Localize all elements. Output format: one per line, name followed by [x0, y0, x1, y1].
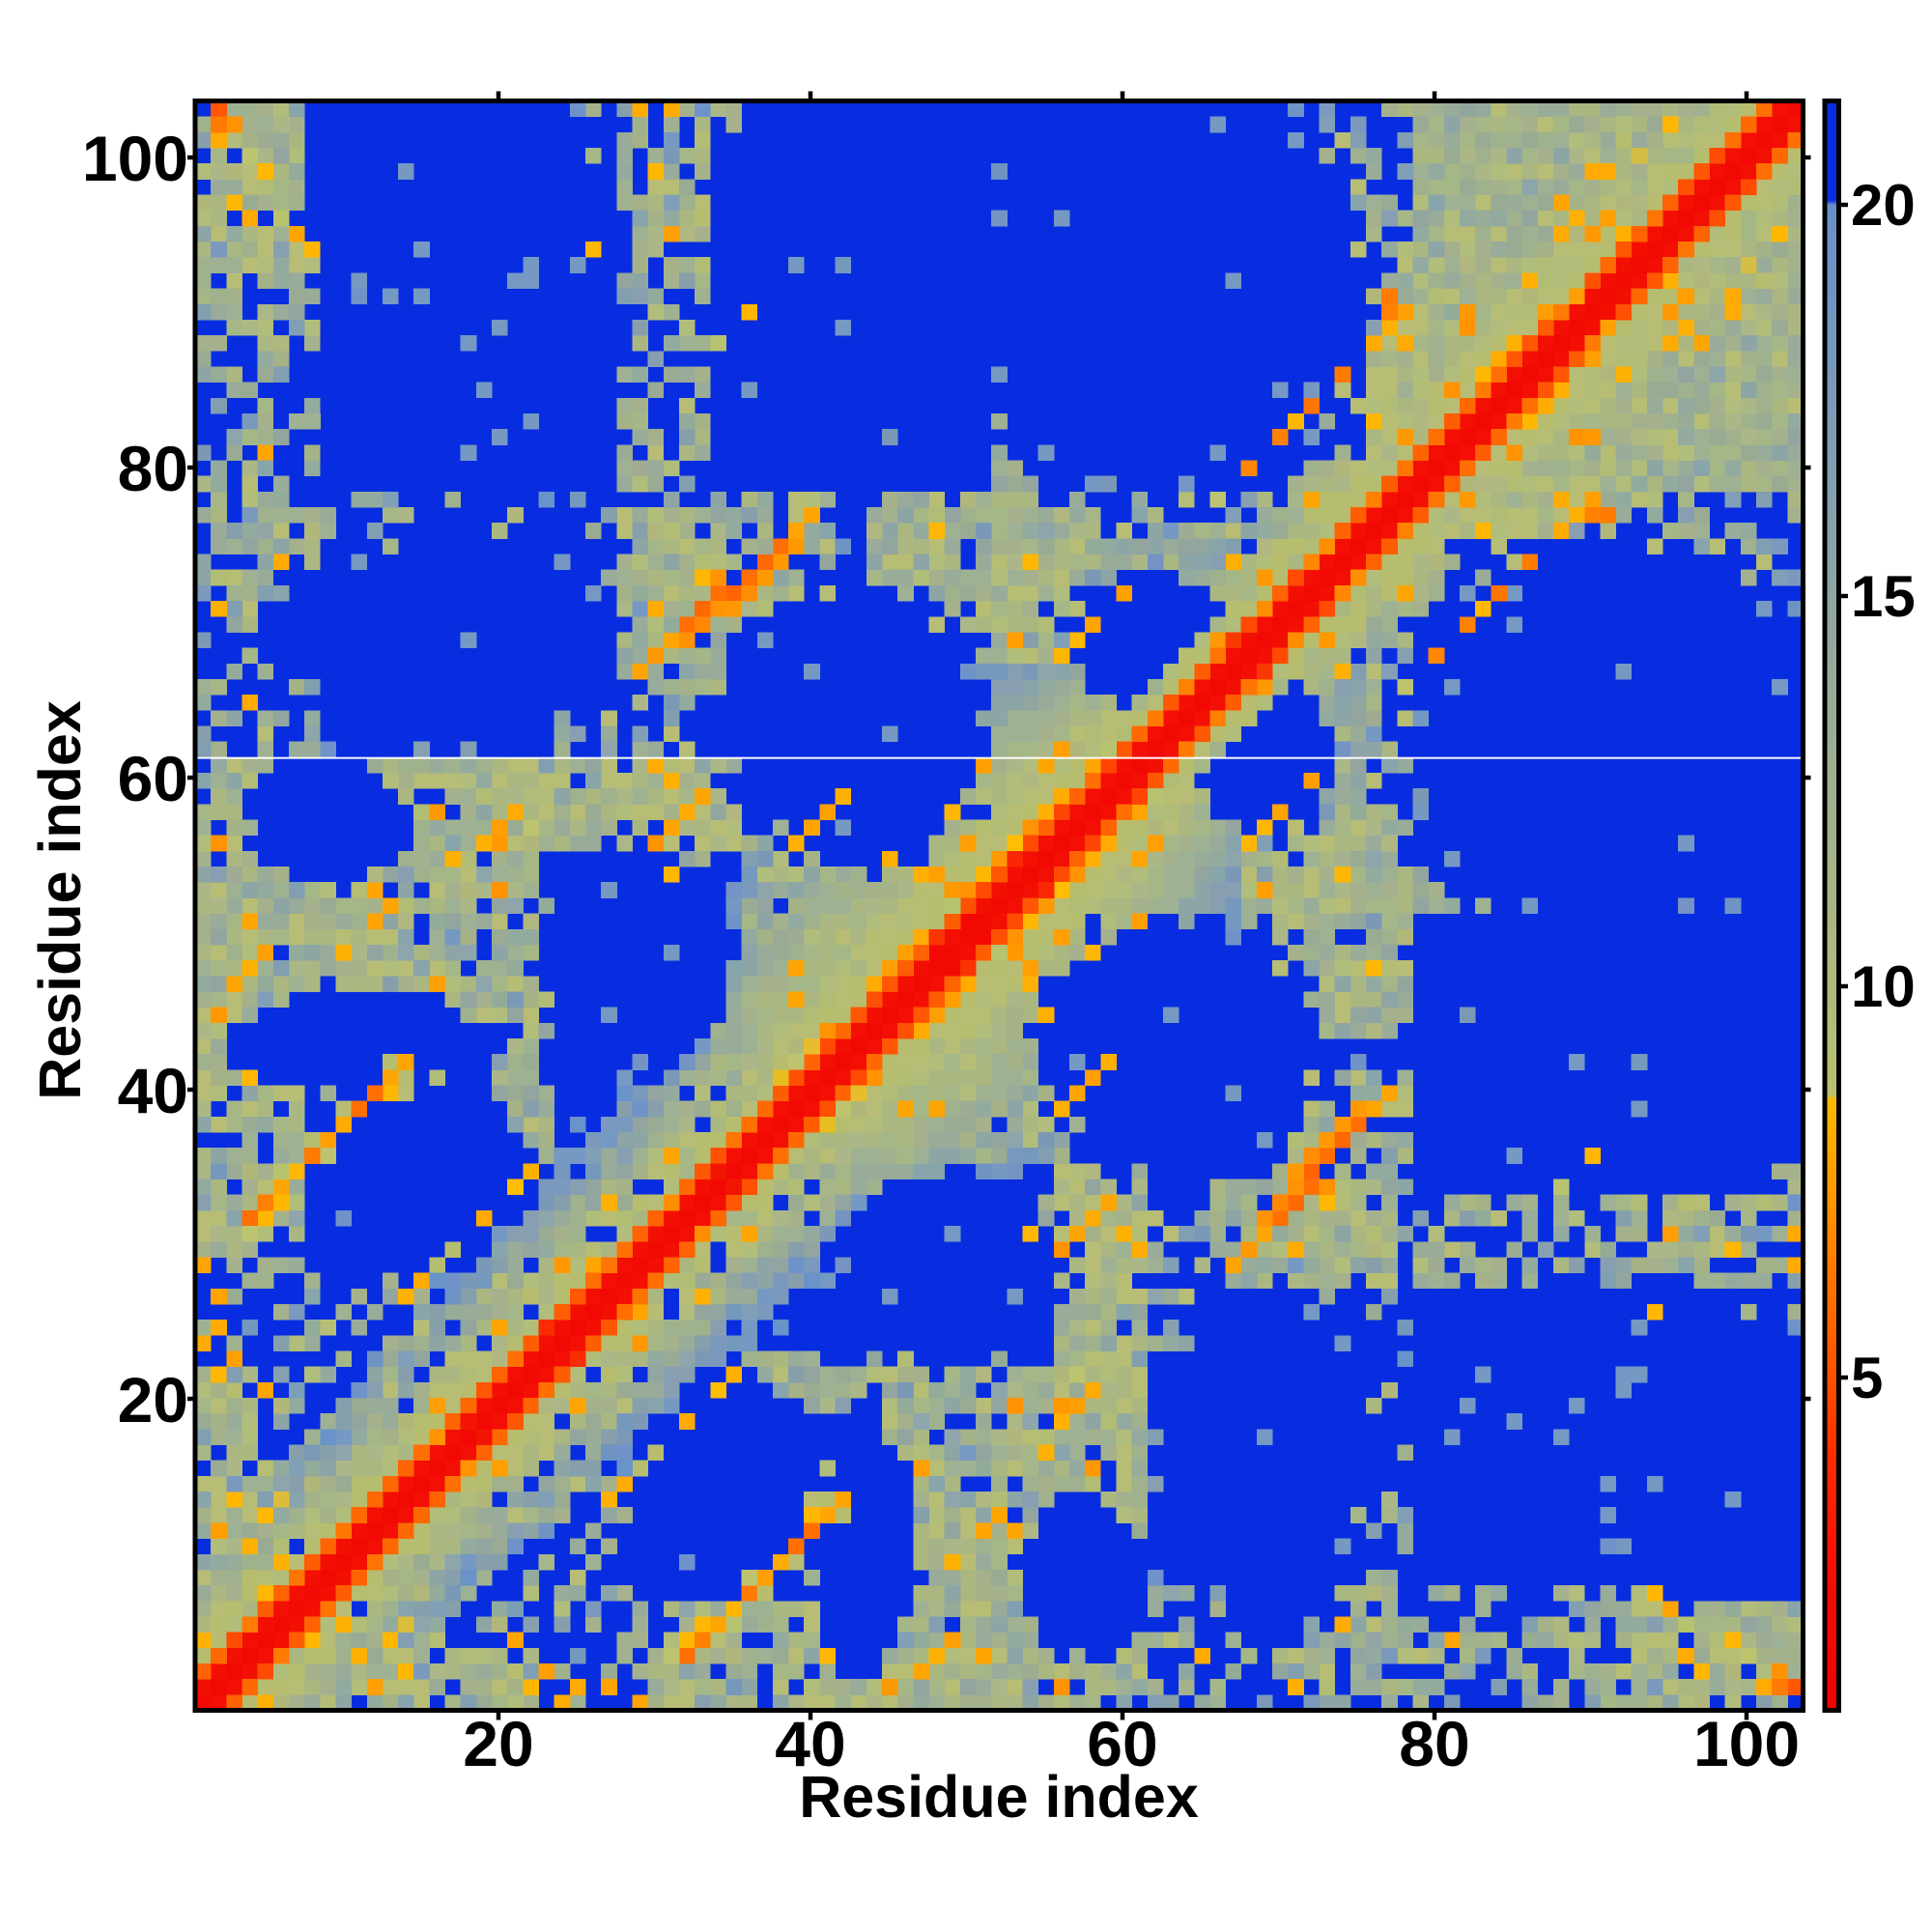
svg-text:Residue index: Residue index — [799, 1764, 1199, 1830]
svg-text:60: 60 — [118, 743, 188, 814]
svg-text:15: 15 — [1851, 564, 1916, 629]
svg-text:100: 100 — [82, 123, 188, 194]
svg-text:5: 5 — [1851, 1346, 1883, 1410]
svg-text:40: 40 — [118, 1055, 188, 1126]
svg-text:20: 20 — [118, 1364, 188, 1435]
svg-text:20: 20 — [463, 1708, 533, 1779]
svg-text:Residue index: Residue index — [27, 700, 93, 1100]
svg-text:100: 100 — [1693, 1708, 1800, 1779]
svg-text:80: 80 — [1399, 1708, 1469, 1779]
svg-text:20: 20 — [1851, 173, 1916, 238]
svg-text:40: 40 — [775, 1708, 845, 1779]
svg-text:60: 60 — [1087, 1708, 1157, 1779]
svg-text:10: 10 — [1851, 954, 1916, 1019]
svg-text:80: 80 — [118, 433, 188, 504]
